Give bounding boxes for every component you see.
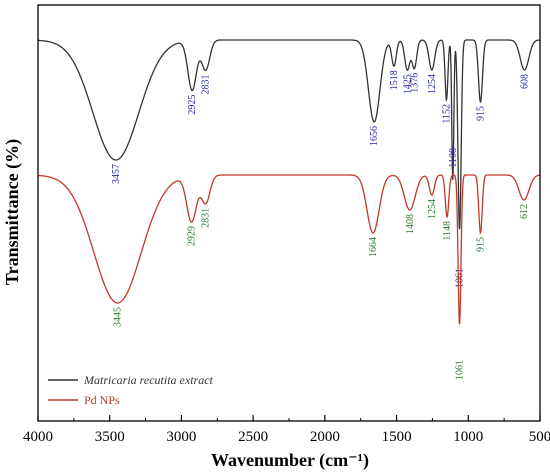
plot-frame [37,4,541,422]
peak-label: 1061 [455,268,466,288]
peak-label: 3457 [111,164,122,184]
series-line-extract [37,39,540,230]
legend-label: Matricaria recutita extract [83,373,214,387]
peak-label: 1518 [389,70,400,90]
legend: Matricaria recutita extract Pd NPs [48,373,214,407]
x-tick-label: 2500 [238,429,268,445]
peak-label: 2925 [187,95,198,115]
peak-label: 915 [475,106,486,121]
y-axis-title: Transmittance (%) [2,139,23,285]
peak-label: 1664 [368,237,379,257]
peak-label: 915 [475,237,486,252]
peak-label: 1656 [369,126,380,146]
peak-label: 1152 [441,104,452,124]
x-tick-label: 1500 [382,429,412,445]
peak-label: 1254 [427,74,438,94]
peak-label: 3445 [113,307,124,327]
legend-label: Pd NPs [84,393,120,407]
peak-label: 2831 [201,208,212,228]
peak-label: 1108 [448,148,459,168]
x-tick-label: 500 [529,429,550,445]
peak-label: 2831 [201,74,212,94]
x-tick-label: 3500 [95,429,125,445]
peak-label: 2929 [187,226,198,246]
peak-label: 1061 [455,360,466,380]
x-tick-label: 3000 [166,429,196,445]
peak-label: 612 [519,204,530,219]
peak-label: 1376 [409,73,420,93]
x-tick-label: 2000 [310,429,340,445]
peak-label: 1148 [442,221,453,241]
series-line-pd-nps [37,174,540,325]
peak-label: 1408 [405,214,416,234]
x-axis-title: Wavenumber (cm⁻¹) [211,450,369,471]
x-tick-label: 1000 [453,429,483,445]
peak-label: 1425 [402,74,413,94]
x-tick-label: 4000 [23,429,53,445]
peak-label: 1254 [427,199,438,219]
peak-label: 608 [520,74,531,89]
